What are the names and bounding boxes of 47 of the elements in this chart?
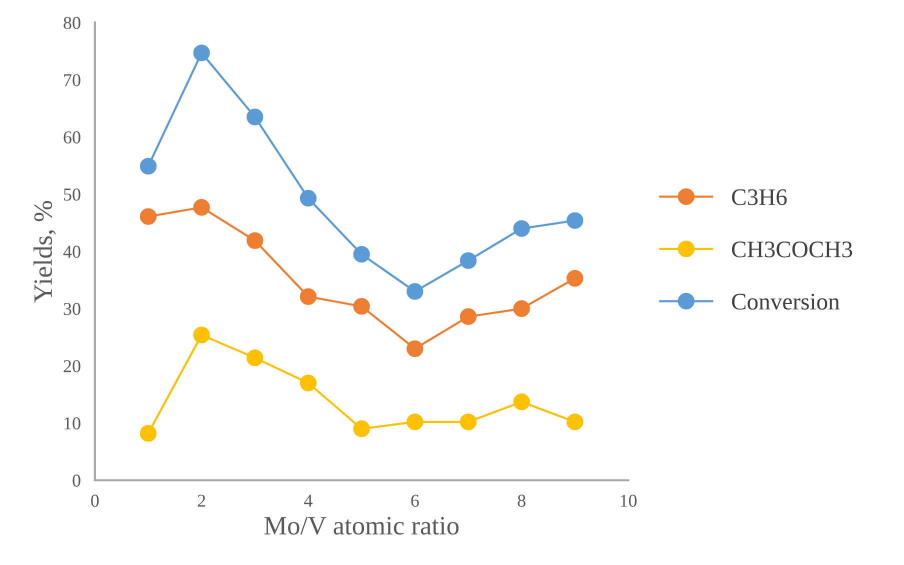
y-tick-label: 70 [64,74,80,86]
y-tick-label: 40 [63,246,80,258]
point [193,44,210,62]
x-tick-label: 10 [620,494,637,507]
point [353,246,370,263]
point [513,394,530,410]
y-tick-label: 20 [64,360,80,372]
point [193,199,210,216]
point [406,414,424,430]
y-tick-label: 10 [64,417,80,430]
x-axis-title: Mo/V atomic ratio [264,516,459,535]
point [300,288,317,305]
y-tick-label: 0 [72,474,80,487]
point [460,308,477,325]
point [246,232,264,249]
point [246,108,264,126]
x-tick-label: 6 [411,494,419,507]
point [300,374,317,392]
point [513,220,530,237]
point [193,326,210,344]
point [353,298,370,315]
point [246,349,264,366]
point [406,283,424,300]
y-tick-label: 80 [64,16,80,30]
y-tick-label: 30 [64,302,80,316]
point [300,190,317,207]
point [140,208,157,225]
point [513,300,530,317]
y-tick-label: 60 [64,131,80,144]
point [460,252,477,269]
point [353,420,370,438]
legend-label: Conversion [732,294,840,310]
legend-label: C3H6 [732,189,787,206]
point [140,158,157,175]
legend-label: CH3COCH3 [732,242,852,258]
point [406,340,424,358]
x-tick-label: 4 [304,494,312,507]
x-tick-label: 8 [518,494,526,507]
point [566,212,584,229]
point [460,414,477,430]
y-axis-title: Yields, % [33,201,56,302]
y-tick-label: 50 [64,188,80,201]
point [566,414,584,430]
point [140,425,157,442]
x-tick-label: 0 [91,494,99,507]
x-tick-label: 2 [198,494,206,507]
point [566,270,584,287]
